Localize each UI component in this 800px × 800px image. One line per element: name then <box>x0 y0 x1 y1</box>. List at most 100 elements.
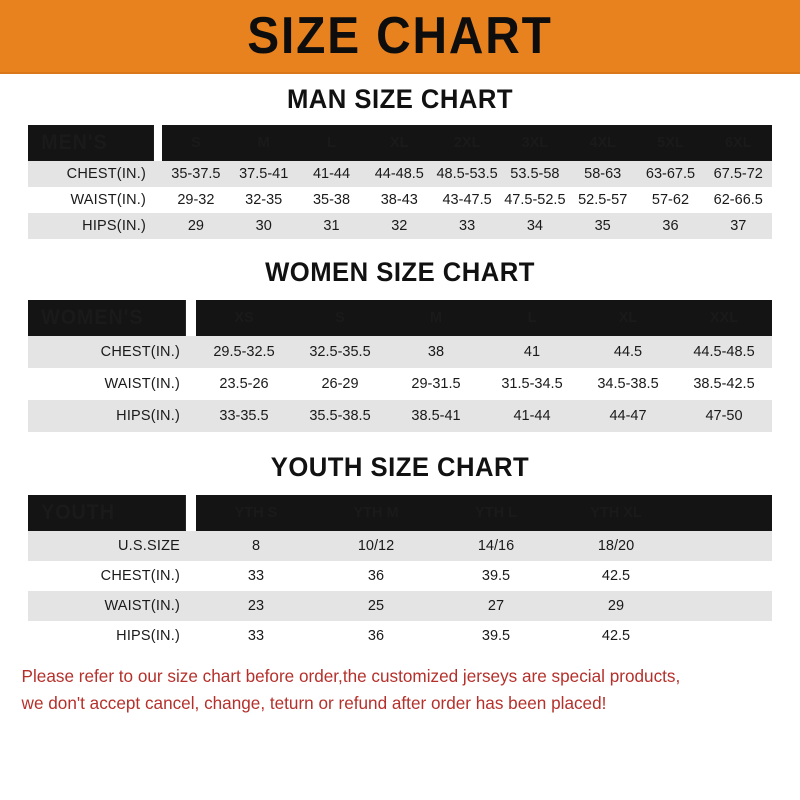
youth-ussize-s: 8 <box>196 531 316 561</box>
youth-size-header-l: YTH L <box>436 495 556 531</box>
women-hips-s: 35.5-38.5 <box>292 400 388 432</box>
women-waist-xxl: 38.5-42.5 <box>676 368 772 400</box>
men-section-title: MAN SIZE CHART <box>286 84 514 114</box>
men-size-header-2xl: 2XL <box>433 125 501 161</box>
women-waist-xs: 23.5-26 <box>196 368 292 400</box>
men-chest-4xl: 58-63 <box>568 161 637 187</box>
men-hips-2xl: 33 <box>433 213 501 239</box>
youth-waist-l: 27 <box>436 591 556 621</box>
women-size-header-s: S <box>292 300 388 336</box>
youth-row-spacer <box>676 591 772 621</box>
men-waist-xl: 38-43 <box>365 187 434 213</box>
men-section: MAN SIZE CHART MEN'S S M L XL 2XL 3XL 4X… <box>0 74 800 239</box>
men-size-header-5xl: 5XL <box>636 125 705 161</box>
men-hips-3xl: 34 <box>500 213 569 239</box>
women-waist-l: 31.5-34.5 <box>484 368 580 400</box>
men-waist-6xl: 62-66.5 <box>704 187 773 213</box>
youth-section-title: YOUTH SIZE CHART <box>270 452 530 482</box>
table-row: HIPS(IN.) 33 36 39.5 42.5 <box>28 621 772 651</box>
men-chest-s: 35-37.5 <box>162 161 230 187</box>
table-row: CHEST(IN.) 29.5-32.5 32.5-35.5 38 41 44.… <box>28 336 772 368</box>
youth-chest-label: CHEST(IN.) <box>28 561 196 591</box>
youth-chest-s: 33 <box>196 561 316 591</box>
youth-ussize-label: U.S.SIZE <box>28 531 196 561</box>
youth-header-label: YOUTH <box>28 495 186 531</box>
women-chest-label: CHEST(IN.) <box>28 336 196 368</box>
youth-section: YOUTH SIZE CHART YOUTH YTH S YTH M YTH L… <box>0 432 800 651</box>
women-chest-xxl: 44.5-48.5 <box>676 336 772 368</box>
women-hips-xl: 44-47 <box>580 400 676 432</box>
women-waist-label: WAIST(IN.) <box>28 368 196 400</box>
men-size-header-3xl: 3XL <box>500 125 569 161</box>
men-header-label: MEN'S <box>28 125 154 161</box>
order-disclaimer-line-2: we don't accept cancel, change, teturn o… <box>21 693 607 714</box>
men-chest-l: 41-44 <box>297 161 366 187</box>
men-size-header-l: L <box>297 125 366 161</box>
men-waist-l: 35-38 <box>297 187 366 213</box>
men-hips-l: 31 <box>297 213 366 239</box>
women-header-label: WOMEN'S <box>28 300 186 336</box>
table-row: CHEST(IN.) 35-37.5 37.5-41 41-44 44-48.5… <box>28 161 773 187</box>
youth-size-header-xl: YTH XL <box>556 495 676 531</box>
women-hips-xxl: 47-50 <box>676 400 772 432</box>
men-size-header-xl: XL <box>365 125 434 161</box>
youth-ussize-xl: 18/20 <box>556 531 676 561</box>
women-section: WOMEN SIZE CHART WOMEN'S XS S M L XL XXL <box>0 239 800 432</box>
youth-row-spacer <box>676 561 772 591</box>
women-table-header-row: WOMEN'S XS S M L XL XXL <box>28 300 772 336</box>
women-hips-xs: 33-35.5 <box>196 400 292 432</box>
youth-table-header-row: YOUTH YTH S YTH M YTH L YTH XL <box>28 495 772 531</box>
youth-chest-l: 39.5 <box>436 561 556 591</box>
men-chest-6xl: 67.5-72 <box>704 161 773 187</box>
youth-hips-s: 33 <box>196 621 316 651</box>
youth-hips-xl: 42.5 <box>556 621 676 651</box>
men-waist-3xl: 47.5-52.5 <box>500 187 569 213</box>
page-banner: SIZE CHART <box>0 0 800 74</box>
youth-size-header-s: YTH S <box>196 495 316 531</box>
men-waist-2xl: 43-47.5 <box>433 187 501 213</box>
women-size-header-l: L <box>484 300 580 336</box>
women-size-header-xl: XL <box>580 300 676 336</box>
men-hips-label: HIPS(IN.) <box>28 213 162 239</box>
women-size-header-xxl: XXL <box>676 300 772 336</box>
youth-size-table: YOUTH YTH S YTH M YTH L YTH XL U.S.SIZE … <box>28 495 772 651</box>
youth-waist-m: 25 <box>316 591 436 621</box>
men-hips-m: 30 <box>229 213 298 239</box>
women-size-table: WOMEN'S XS S M L XL XXL CHEST(IN.) 29.5-… <box>28 300 772 432</box>
men-waist-4xl: 52.5-57 <box>568 187 637 213</box>
table-row: WAIST(IN.) 23 25 27 29 <box>28 591 772 621</box>
men-chest-2xl: 48.5-53.5 <box>433 161 501 187</box>
men-size-header-4xl: 4XL <box>568 125 637 161</box>
men-chest-xl: 44-48.5 <box>365 161 434 187</box>
men-waist-s: 29-32 <box>162 187 230 213</box>
men-chest-label: CHEST(IN.) <box>28 161 162 187</box>
men-size-table: MEN'S S M L XL 2XL 3XL 4XL 5XL 6XL CHEST… <box>28 125 773 239</box>
youth-ussize-m: 10/12 <box>316 531 436 561</box>
women-waist-s: 26-29 <box>292 368 388 400</box>
youth-chest-xl: 42.5 <box>556 561 676 591</box>
youth-waist-xl: 29 <box>556 591 676 621</box>
youth-row-spacer <box>676 531 772 561</box>
men-size-header-6xl: 6XL <box>704 125 773 161</box>
table-row: CHEST(IN.) 33 36 39.5 42.5 <box>28 561 772 591</box>
men-hips-s: 29 <box>162 213 230 239</box>
women-hips-label: HIPS(IN.) <box>28 400 196 432</box>
youth-row-spacer <box>676 621 772 651</box>
men-chest-5xl: 63-67.5 <box>636 161 705 187</box>
men-waist-m: 32-35 <box>229 187 298 213</box>
women-chest-l: 41 <box>484 336 580 368</box>
order-disclaimer-line-1: Please refer to our size chart before or… <box>21 666 681 686</box>
table-row: HIPS(IN.) 33-35.5 35.5-38.5 38.5-41 41-4… <box>28 400 772 432</box>
youth-header-spacer <box>676 495 772 531</box>
table-row: WAIST(IN.) 29-32 32-35 35-38 38-43 43-47… <box>28 187 773 213</box>
women-hips-l: 41-44 <box>484 400 580 432</box>
men-waist-label: WAIST(IN.) <box>28 187 162 213</box>
table-row: WAIST(IN.) 23.5-26 26-29 29-31.5 31.5-34… <box>28 368 772 400</box>
youth-hips-label: HIPS(IN.) <box>28 621 196 651</box>
women-size-header-m: M <box>388 300 484 336</box>
women-size-header-xs: XS <box>196 300 292 336</box>
men-chest-3xl: 53.5-58 <box>500 161 569 187</box>
order-disclaimer: Please refer to our size chart before or… <box>0 651 784 717</box>
men-chest-m: 37.5-41 <box>229 161 298 187</box>
